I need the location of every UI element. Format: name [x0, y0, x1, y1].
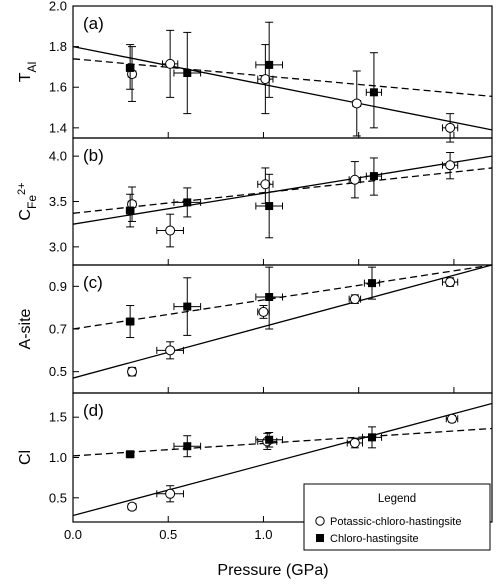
error-bar-0-1-2 — [255, 21, 283, 98]
panel-label-1: (b) — [83, 146, 104, 165]
y-tick-label-0-1: 1.6 — [49, 80, 67, 95]
x-tick-label-2: 1.0 — [254, 527, 272, 542]
data-point-square-1-0 — [126, 206, 135, 215]
panel-label-3: (d) — [83, 401, 104, 420]
y-axis-title-main: A-site — [17, 308, 34, 349]
y-axis-title-subscript: Al — [25, 62, 39, 73]
data-point-circle-3-4 — [447, 413, 458, 424]
panel-0: 1.4 1.6 1.8 2.0 (a) TAl — [17, 0, 493, 143]
data-point-circle-0-1 — [165, 58, 176, 69]
data-point-square-0-1 — [183, 69, 192, 78]
y-tick-label-1-1: 3.5 — [49, 194, 67, 209]
legend-filled-square-marker — [316, 534, 324, 542]
data-point-square-1-3 — [369, 172, 378, 181]
data-point-square-3-0 — [126, 450, 135, 459]
panel-2: 0.5 0.7 0.9 (c) A-site — [17, 264, 493, 394]
data-point-square-1-1 — [183, 198, 192, 207]
x-tick-label-1: 0.5 — [159, 527, 177, 542]
y-tick-label-1-2: 4.0 — [49, 149, 67, 164]
y-axis-title-3: Cl — [17, 450, 34, 465]
y-axis-title-main: C — [17, 209, 34, 221]
y-tick-label-0-0: 1.4 — [49, 120, 67, 135]
y-tick-label-3-2: 1.5 — [49, 410, 67, 425]
panel-1: 3.0 3.5 4.0 (b) CFe2+ — [16, 137, 493, 266]
data-point-square-2-1 — [183, 302, 192, 311]
y-axis-title-main: T — [17, 72, 34, 82]
data-point-square-3-3 — [368, 433, 377, 442]
data-point-circle-3-1 — [165, 488, 176, 499]
data-point-circle-3-3 — [349, 437, 360, 448]
y-tick-label-0-2: 1.8 — [49, 39, 67, 54]
legend: Legend Potassic-chloro-hastingsite Chlor… — [303, 483, 491, 551]
data-point-circle-1-3 — [349, 174, 360, 185]
y-tick-label-2-1: 0.7 — [49, 322, 67, 337]
data-point-circle-0-3 — [351, 98, 362, 109]
data-point-circle-2-1 — [165, 345, 176, 356]
y-tick-label-1-0: 3.0 — [49, 239, 67, 254]
y-axis-title-0: TAl — [17, 62, 39, 82]
data-point-square-2-3 — [368, 279, 377, 288]
y-axis-title-main: Cl — [17, 450, 34, 465]
data-point-circle-2-2 — [258, 306, 269, 317]
data-point-circle-2-4 — [445, 277, 456, 288]
data-point-square-1-2 — [265, 202, 274, 211]
fit-line-2-0 — [73, 265, 492, 379]
data-point-circle-1-2 — [260, 179, 271, 190]
panel-label-0: (a) — [83, 14, 104, 33]
panel-3: 0.5 1.0 1.5 (d) Cl — [17, 392, 493, 523]
y-tick-label-2-0: 0.5 — [49, 364, 67, 379]
data-point-square-0-3 — [369, 88, 378, 97]
data-point-square-0-0 — [126, 63, 135, 72]
data-point-square-0-2 — [265, 60, 274, 69]
data-point-square-3-2 — [265, 435, 274, 444]
legend-entry-label-1: Chloro-hastingsite — [330, 533, 419, 545]
y-tick-label-0-3: 2.0 — [49, 0, 67, 14]
x-tick-label-0: 0.0 — [64, 527, 82, 542]
legend-title: Legend — [378, 493, 416, 505]
legend-entry-label-0: Potassic-chloro-hastingsite — [330, 516, 461, 528]
data-point-circle-0-2 — [260, 74, 271, 85]
data-point-circle-0-4 — [445, 122, 456, 133]
data-point-circle-3-0 — [127, 501, 138, 512]
data-point-circle-1-1 — [165, 225, 176, 236]
y-tick-label-2-2: 0.9 — [49, 279, 67, 294]
x-axis-title: Pressure (GPa) — [217, 562, 328, 579]
data-point-square-2-0 — [126, 317, 135, 326]
fit-line-0-0 — [73, 45, 492, 131]
fit-line-3-0 — [73, 402, 492, 517]
data-point-circle-1-4 — [445, 160, 456, 171]
y-axis-title-subscript: Fe — [25, 195, 39, 209]
panel-label-2: (c) — [83, 273, 103, 292]
y-tick-label-3-1: 1.0 — [49, 450, 67, 465]
data-point-circle-2-3 — [349, 294, 360, 305]
data-point-square-2-2 — [265, 293, 274, 301]
fit-line-1-1 — [73, 167, 492, 214]
data-point-circle-2-0 — [127, 366, 138, 377]
data-point-square-3-1 — [183, 442, 192, 451]
legend-box — [303, 483, 491, 551]
y-axis-title-2: A-site — [17, 308, 34, 349]
fit-line-0-1 — [73, 58, 492, 98]
y-axis-title-1: CFe2+ — [16, 182, 39, 220]
y-axis-title-superscript: 2+ — [16, 182, 28, 195]
y-tick-label-3-0: 0.5 — [49, 490, 67, 505]
legend-open-circle-marker — [315, 516, 325, 526]
